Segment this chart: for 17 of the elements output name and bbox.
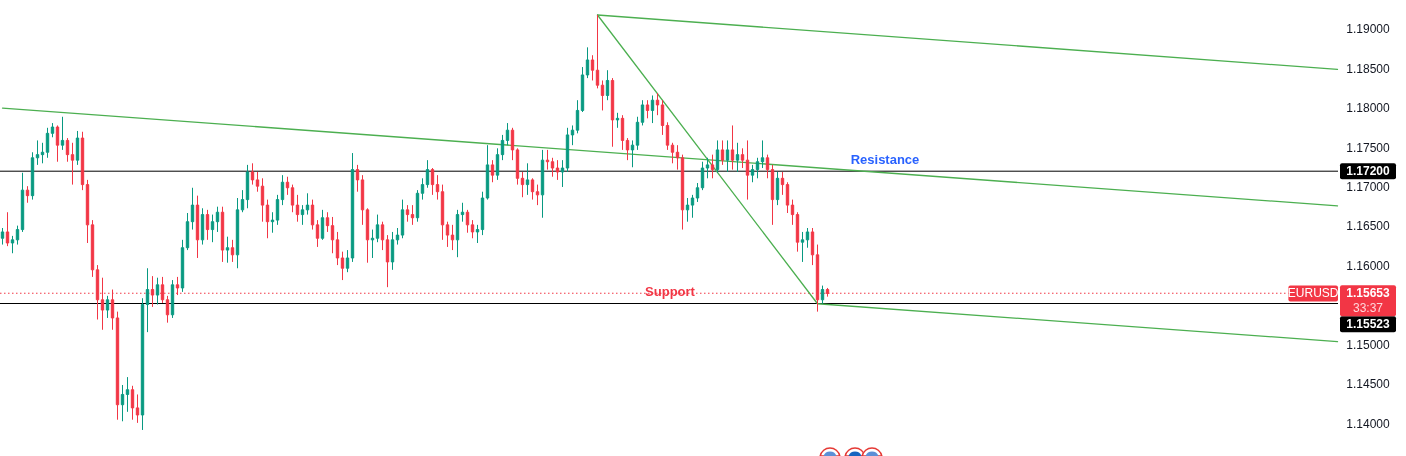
y-tick-label: 1.17500	[1346, 140, 1391, 155]
y-tick-label: 1.18500	[1346, 61, 1391, 76]
y-tick-label: 1.14000	[1346, 416, 1391, 431]
y-tick-label: 1.16500	[1346, 219, 1391, 234]
y-tick-label: 1.15000	[1346, 337, 1391, 352]
text: 33:37	[1352, 301, 1384, 316]
y-tick-label: 1.18000	[1346, 101, 1391, 116]
y-tick-label: 1.16000	[1346, 258, 1391, 273]
y-tick-label: 1.14500	[1346, 377, 1391, 392]
annotation: Resistance	[850, 151, 920, 167]
y-tick-label: 1.17000	[1346, 179, 1391, 194]
ref-line-label: 1.15653	[1346, 286, 1391, 301]
annotation: Support	[645, 284, 696, 299]
ref-line-label: 1.17200	[1346, 164, 1391, 179]
ref-line-label: 1.15523	[1346, 317, 1391, 332]
text: EURUSD	[1287, 286, 1339, 301]
y-tick-label: 1.19000	[1346, 22, 1391, 37]
